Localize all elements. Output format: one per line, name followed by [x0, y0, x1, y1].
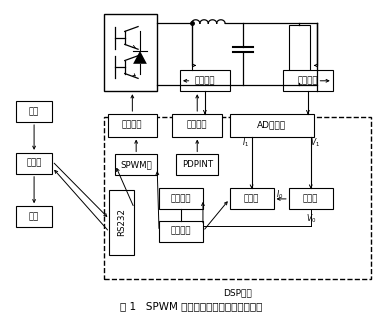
FancyBboxPatch shape: [108, 114, 157, 136]
Text: $V_0$: $V_0$: [306, 212, 316, 225]
Text: 电压采样: 电压采样: [298, 76, 318, 85]
Text: $I_0$: $I_0$: [276, 189, 283, 201]
FancyBboxPatch shape: [159, 221, 203, 242]
Text: 电流采样: 电流采样: [195, 76, 215, 85]
Text: $V_1$: $V_1$: [310, 136, 320, 149]
FancyBboxPatch shape: [16, 101, 52, 122]
FancyBboxPatch shape: [16, 206, 52, 227]
Text: PDPINT: PDPINT: [182, 161, 213, 169]
Text: 键盘: 键盘: [29, 107, 39, 116]
FancyBboxPatch shape: [230, 114, 314, 136]
Text: 三角载波: 三角载波: [171, 194, 191, 203]
Text: 驱动电路: 驱动电路: [122, 121, 142, 130]
FancyBboxPatch shape: [283, 70, 333, 91]
Polygon shape: [133, 51, 147, 64]
FancyBboxPatch shape: [289, 25, 310, 83]
FancyBboxPatch shape: [289, 188, 333, 209]
FancyBboxPatch shape: [104, 14, 157, 91]
Text: SPWM口: SPWM口: [120, 161, 152, 169]
Text: 图 1   SPWM 变频器基本控制电路硬件框图: 图 1 SPWM 变频器基本控制电路硬件框图: [120, 302, 263, 311]
Text: AD转换口: AD转换口: [257, 121, 286, 130]
Text: 电流环: 电流环: [244, 194, 259, 203]
Text: 单片机: 单片机: [26, 159, 42, 168]
FancyBboxPatch shape: [230, 188, 273, 209]
Text: DSP控制: DSP控制: [223, 289, 252, 298]
FancyBboxPatch shape: [159, 188, 203, 209]
FancyBboxPatch shape: [110, 190, 134, 255]
FancyBboxPatch shape: [180, 70, 230, 91]
Text: $I_1$: $I_1$: [242, 136, 249, 149]
Text: 电压环: 电压环: [303, 194, 318, 203]
FancyBboxPatch shape: [104, 117, 371, 279]
FancyBboxPatch shape: [176, 154, 218, 176]
Text: 全比较器: 全比较器: [171, 227, 191, 236]
Text: RS232: RS232: [117, 208, 126, 236]
FancyBboxPatch shape: [16, 153, 52, 174]
Text: 检测保护: 检测保护: [187, 121, 208, 130]
FancyBboxPatch shape: [172, 114, 222, 136]
FancyBboxPatch shape: [115, 154, 157, 176]
Text: 显示: 显示: [29, 212, 39, 221]
